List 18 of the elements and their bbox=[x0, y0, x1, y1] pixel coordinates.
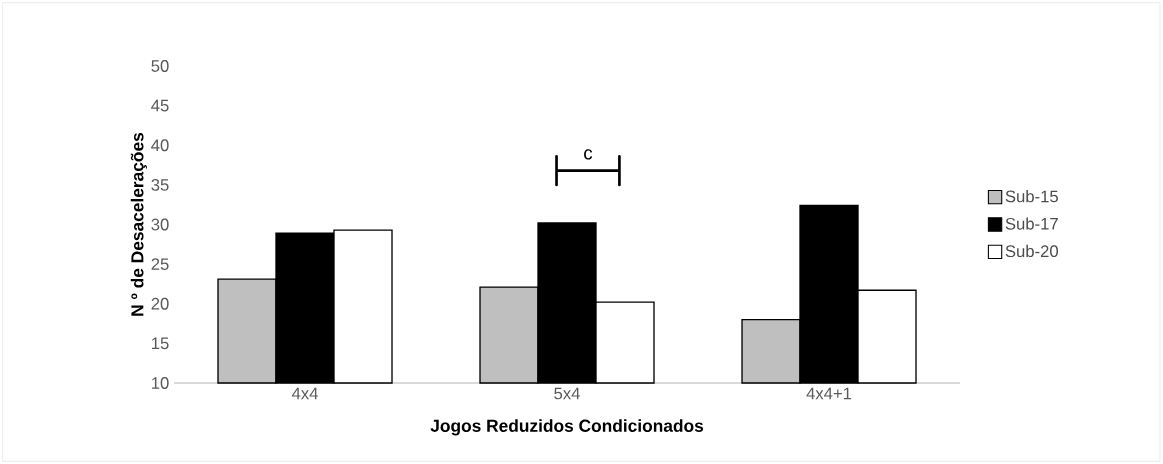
legend-label: Sub-15 bbox=[1005, 190, 1058, 203]
y-tick-label: 10 bbox=[152, 377, 169, 389]
y-tick-label: 25 bbox=[151, 258, 169, 271]
x-tick-label: 5x4 bbox=[554, 387, 580, 400]
y-tick-label: 50 bbox=[151, 60, 169, 72]
legend-label: Sub-20 bbox=[1005, 244, 1059, 258]
y-tick-label: 20 bbox=[151, 297, 169, 310]
x-tick-label: 4x4 bbox=[291, 387, 318, 400]
y-tick-label: 30 bbox=[151, 218, 169, 231]
y-tick-label: 45 bbox=[151, 99, 169, 112]
x-tick-label: 4x4+1 bbox=[806, 387, 852, 400]
legend-label: Sub-17 bbox=[1005, 217, 1058, 230]
y-tick-label: 35 bbox=[151, 178, 169, 191]
y-tick-label: 15 bbox=[152, 337, 169, 350]
y-tick-label: 40 bbox=[151, 139, 169, 152]
y-axis-title: N º de Desacelerações bbox=[130, 132, 147, 316]
annotation: c bbox=[584, 149, 593, 160]
x-axis-title: Jogos Reduzidos Condicionados bbox=[430, 419, 704, 436]
